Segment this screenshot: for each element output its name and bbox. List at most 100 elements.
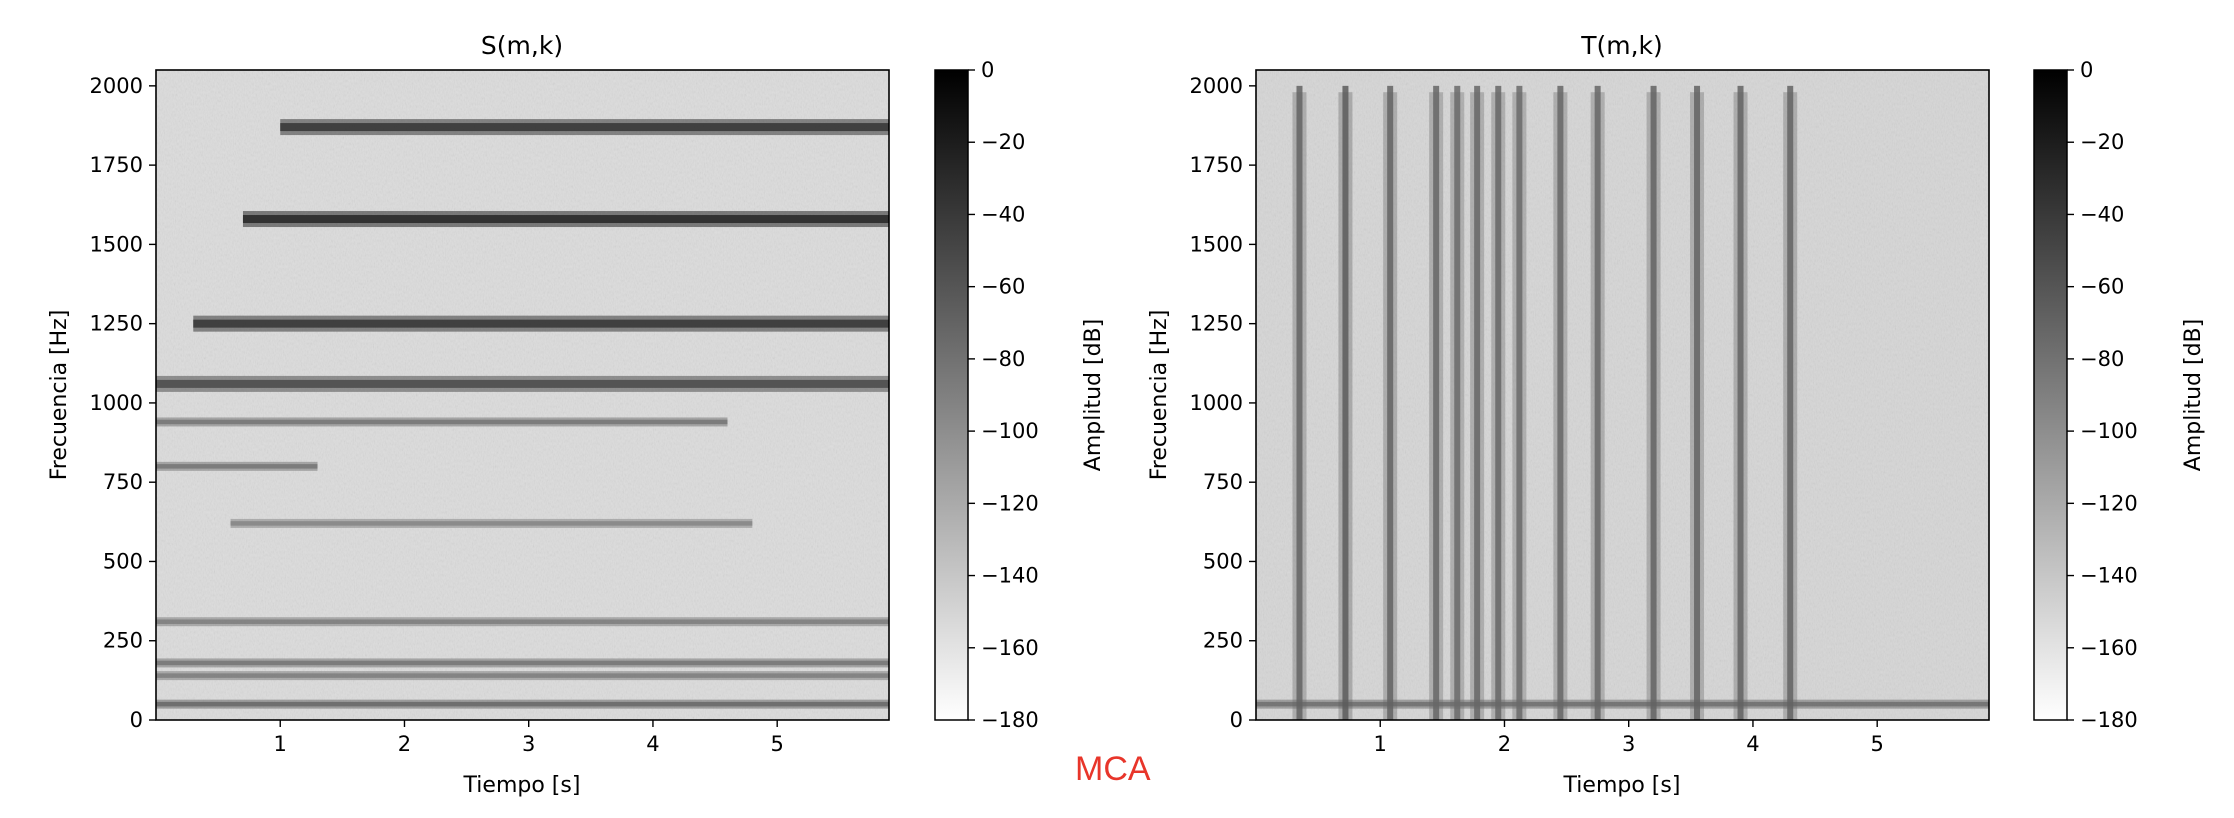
spectral-band [242,215,890,224]
spectrogram-right: T(m,k) 1 2 3 4 5 0 250 500 750 1000 1250 1500 1750 2… [1147,31,2206,798]
transient-burst [1516,85,1523,721]
colorbar-tick-label: −140 [981,564,1039,588]
spectral-band [156,701,889,707]
transient-burst [1594,85,1601,721]
transient-burst [1787,85,1794,721]
spectral-band [193,319,889,328]
spectral-band [156,619,889,624]
y-axis-label: Frecuencia [Hz] [47,310,72,481]
transient-burst [1495,85,1502,721]
colorbar-tick-label: −20 [2080,130,2124,154]
spectral-band [156,419,728,425]
y-tick-label: 1000 [90,391,143,415]
colorbar-gradient [934,69,969,721]
colorbar-tick-label: −140 [2080,564,2138,588]
y-axis-label: Frecuencia [Hz] [1147,310,1172,481]
x-tick-label: 4 [1746,732,1759,756]
y-tick-label: 250 [103,629,143,653]
transient-burst [1694,85,1701,721]
colorbar-tick-label: −100 [981,419,1039,443]
spectrogram-left: S(m,k) 1 2 3 4 5 0 250 500 750 1000 1250 1500 1750 2… [47,31,1106,798]
colorbar-tick-label: −120 [2080,491,2138,515]
colorbar-tick-label: −180 [2080,708,2138,732]
spectral-band [156,464,318,469]
y-tick-label: 750 [103,470,143,494]
x-tick-label: 2 [398,732,411,756]
transient-burst [1387,85,1394,721]
transient-burst [1433,85,1440,721]
x-tick-label: 1 [274,732,287,756]
y-tick-label: 1500 [90,232,143,256]
colorbar-ticks: 0 −20 −40 −60 −80 −100 −120 −140 −160 −180 [2067,58,2138,732]
y-tick-label: 500 [103,549,143,573]
plot-area [155,69,890,721]
colorbar-tick-label: −60 [981,275,1025,299]
y-axis: 0 250 500 750 1000 1250 1500 1750 2000 [90,74,156,732]
colorbar-tick-label: 0 [981,58,994,82]
y-tick-label: 0 [1230,708,1243,732]
y-tick-label: 500 [1203,549,1243,573]
y-axis: 0 250 500 750 1000 1250 1500 1750 2000 [1190,74,1256,732]
y-tick-label: 1000 [1190,391,1243,415]
spectral-band [230,521,753,526]
x-tick-label: 5 [770,732,783,756]
colorbar-tick-label: −40 [2080,202,2124,226]
transient-burst [1342,85,1349,721]
x-tick-label: 3 [1622,732,1635,756]
chart-title: S(m,k) [481,31,563,60]
x-tick-label: 3 [522,732,535,756]
y-tick-label: 1250 [90,312,143,336]
spectral-band [1256,701,1989,707]
chart-title: T(m,k) [1580,31,1663,60]
x-axis-label: Tiempo [s] [463,773,581,798]
spectral-band [156,379,889,388]
noise-texture [1256,70,1989,720]
x-axis-label: Tiempo [s] [1563,773,1681,798]
colorbar-tick-label: −160 [981,636,1039,660]
colorbar-tick-label: −80 [2080,347,2124,371]
plot-frame [1255,69,1990,721]
colorbar-label: Amplitud [dB] [2181,319,2206,471]
spectral-band [156,673,889,678]
y-tick-label: 1250 [1190,312,1243,336]
x-tick-label: 5 [1870,732,1883,756]
plot-area [1255,69,1990,721]
colorbar-label: Amplitud [dB] [1081,319,1106,471]
plot-frame [155,69,890,721]
colorbar-tick-label: 0 [2080,58,2093,82]
x-tick-label: 4 [646,732,659,756]
x-axis: 1 2 3 4 5 [1374,720,1884,756]
colorbar-tick-label: −100 [2080,419,2138,443]
transient-burst [1557,85,1564,721]
colorbar-tick-label: −60 [2080,275,2124,299]
y-tick-label: 750 [1203,470,1243,494]
x-tick-label: 2 [1498,732,1511,756]
y-tick-label: 2000 [1190,74,1243,98]
colorbar-tick-label: −20 [981,130,1025,154]
watermark-text: MCA [1075,750,1151,788]
spectral-bands [1256,85,1989,721]
colorbar-gradient [2033,69,2068,721]
transient-burst [1650,85,1657,721]
spectral-bands [156,119,890,709]
colorbar-tick-label: −160 [2080,636,2138,660]
y-tick-label: 0 [130,708,143,732]
x-axis: 1 2 3 4 5 [274,720,784,756]
colorbar-tick-label: −120 [981,491,1039,515]
colorbar: 0 −20 −40 −60 −80 −100 −120 −140 −160 −180 Amplit… [2033,58,2206,732]
transient-burst [1454,85,1461,721]
y-tick-label: 1750 [90,153,143,177]
transient-burst [1737,85,1744,721]
y-tick-label: 1500 [1190,232,1243,256]
transient-burst [1474,85,1481,721]
colorbar-tick-label: −80 [981,347,1025,371]
noise-texture [156,70,889,720]
y-tick-label: 250 [1203,629,1243,653]
transient-burst [1296,85,1303,721]
x-tick-label: 1 [1374,732,1387,756]
colorbar-tick-label: −40 [981,202,1025,226]
colorbar: 0 −20 −40 −60 −80 −100 −120 −140 −160 −180 Amplit… [934,58,1106,732]
spectral-band [280,123,889,132]
y-tick-label: 2000 [90,74,143,98]
